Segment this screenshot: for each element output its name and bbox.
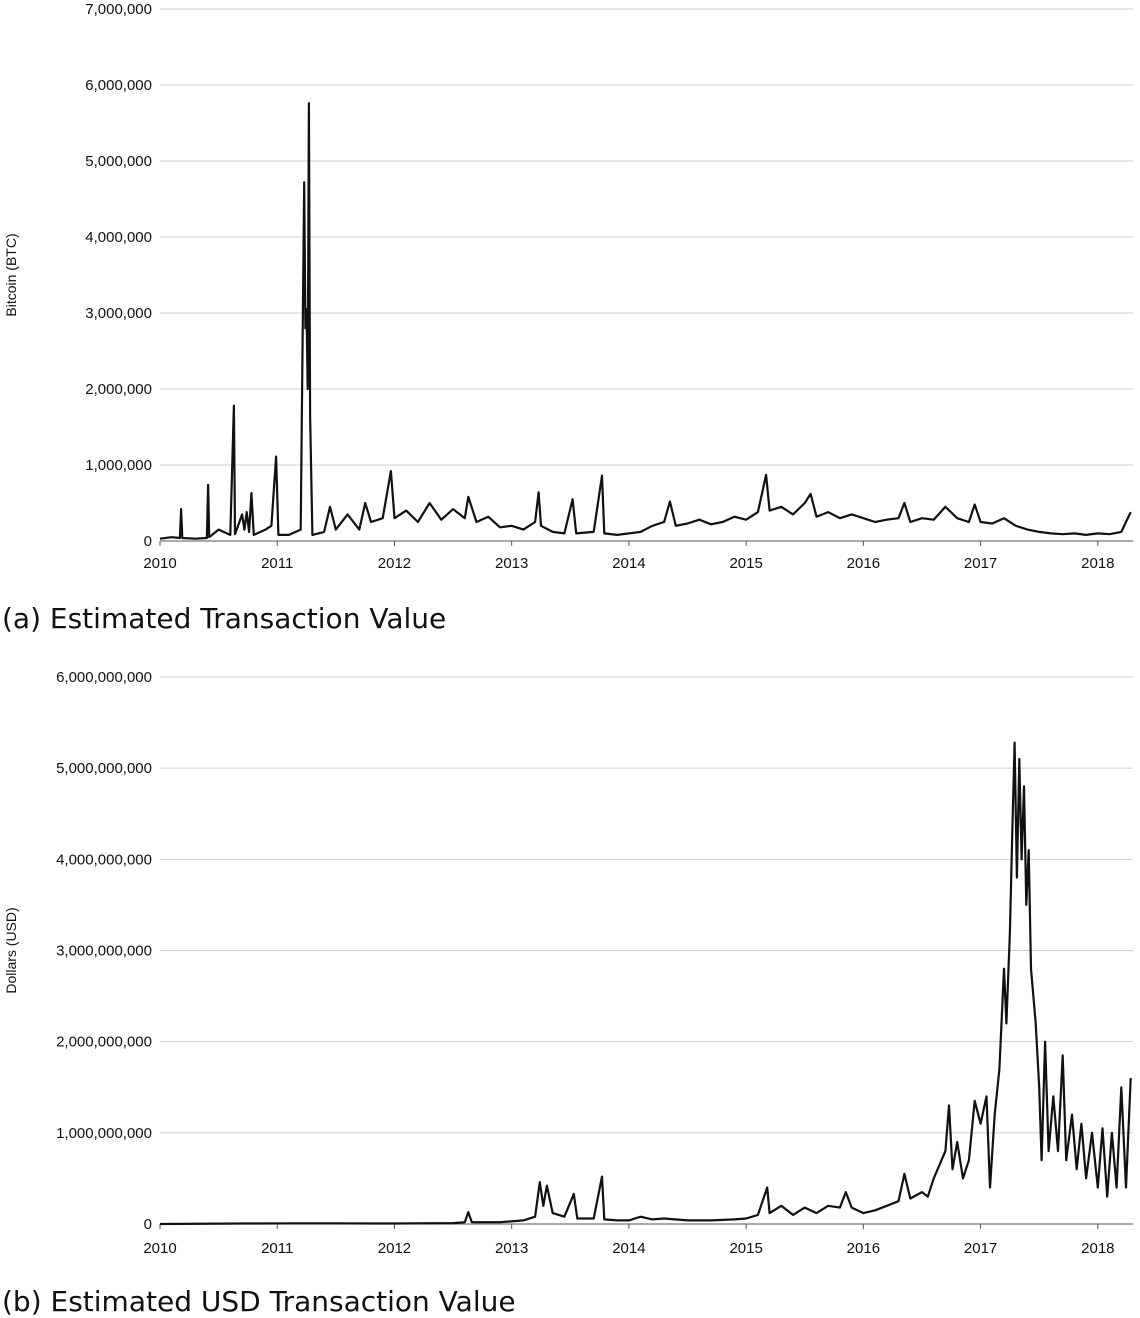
y-tick-label: 4,000,000,000 bbox=[56, 851, 152, 868]
x-tick-label: 2010 bbox=[143, 1240, 176, 1257]
x-tick-label: 2017 bbox=[964, 555, 997, 572]
x-tick-label: 2011 bbox=[261, 555, 293, 572]
y-tick-label: 6,000,000,000 bbox=[56, 669, 152, 686]
y-tick-label: 0 bbox=[144, 1216, 152, 1233]
x-tick-label: 2013 bbox=[495, 555, 528, 572]
x-tick-label: 2013 bbox=[495, 1240, 528, 1257]
x-tick-label: 2010 bbox=[143, 555, 176, 572]
x-tick-label: 2016 bbox=[847, 1240, 880, 1257]
y-tick-label: 7,000,000 bbox=[85, 1, 152, 18]
y-tick-label: 0 bbox=[144, 533, 152, 550]
x-tick-label: 2014 bbox=[612, 1240, 645, 1257]
y-tick-label: 1,000,000 bbox=[85, 457, 152, 474]
x-tick-label: 2017 bbox=[964, 1240, 997, 1257]
x-tick-label: 2012 bbox=[378, 1240, 411, 1257]
x-tick-label: 2015 bbox=[729, 1240, 762, 1257]
y-axis-label: Bitcoin (BTC) bbox=[3, 233, 19, 316]
y-tick-label: 4,000,000 bbox=[85, 229, 152, 246]
y-tick-label: 3,000,000,000 bbox=[56, 943, 152, 960]
x-tick-label: 2012 bbox=[378, 555, 411, 572]
x-tick-label: 2014 bbox=[612, 555, 645, 572]
x-tick-label: 2016 bbox=[847, 555, 880, 572]
y-tick-label: 2,000,000,000 bbox=[56, 1034, 152, 1051]
panel-a: 0 1,000,000 2,000,000 3,000,000 4,000,000 5,0… bbox=[2, 1, 1133, 635]
y-axis-label: Dollars (USD) bbox=[3, 907, 19, 993]
x-tick-label: 2011 bbox=[261, 1240, 293, 1257]
panel-b: 0 1,000,000,000 2,000,000,000 3,000,000,000… bbox=[2, 669, 1133, 1318]
y-tick-label: 2,000,000 bbox=[85, 381, 152, 398]
y-tick-label: 1,000,000,000 bbox=[56, 1125, 152, 1142]
x-tick-label: 2018 bbox=[1081, 555, 1114, 572]
series-line bbox=[159, 741, 1132, 1226]
y-tick-label: 3,000,000 bbox=[85, 305, 152, 322]
y-tick-label: 5,000,000,000 bbox=[56, 760, 152, 777]
x-tick-label: 2018 bbox=[1081, 1240, 1114, 1257]
series-line bbox=[159, 102, 1132, 540]
panel-caption: (a) Estimated Transaction Value bbox=[2, 602, 446, 635]
y-tick-label: 5,000,000 bbox=[85, 153, 152, 170]
y-tick-label: 6,000,000 bbox=[85, 77, 152, 94]
panel-caption: (b) Estimated USD Transaction Value bbox=[2, 1285, 516, 1318]
x-tick-label: 2015 bbox=[729, 555, 762, 572]
